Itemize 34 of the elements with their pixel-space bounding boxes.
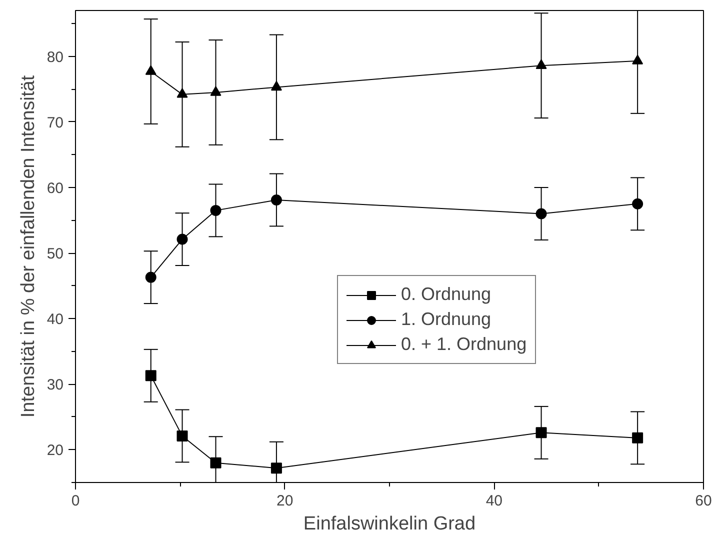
y-tick-label: 30 bbox=[46, 376, 64, 394]
y-tick-label: 40 bbox=[46, 311, 64, 328]
point bbox=[270, 80, 282, 91]
point bbox=[632, 54, 644, 64]
point bbox=[632, 432, 644, 444]
x-tick-label: 60 bbox=[695, 492, 712, 510]
point bbox=[145, 370, 156, 382]
point bbox=[176, 430, 188, 442]
point bbox=[536, 59, 547, 69]
point bbox=[210, 457, 222, 468]
legend-label: 0. + 1. Ordnung bbox=[401, 334, 527, 355]
legend-label: 0. Ordnung bbox=[401, 284, 492, 305]
x-axis-title: Einfalswinkelin Grad bbox=[303, 514, 476, 534]
point bbox=[176, 234, 188, 245]
y-tick-label: 70 bbox=[46, 114, 64, 132]
y-tick-label: 60 bbox=[46, 180, 64, 197]
point bbox=[632, 198, 644, 210]
point bbox=[270, 462, 282, 474]
point bbox=[536, 427, 547, 438]
point bbox=[176, 88, 188, 98]
x-tick-label: 0 bbox=[71, 492, 80, 510]
y-tick-label: 50 bbox=[46, 246, 64, 263]
point bbox=[270, 194, 282, 206]
y-axis-title: Intensität in % der einfallenden Intensität bbox=[18, 74, 39, 418]
y-tick-label: 20 bbox=[46, 442, 64, 460]
point bbox=[145, 65, 156, 75]
point bbox=[210, 86, 222, 96]
y-tick-label: 80 bbox=[46, 48, 64, 66]
x-tick-label: 20 bbox=[276, 492, 294, 510]
point bbox=[145, 272, 156, 283]
point bbox=[536, 208, 547, 220]
point bbox=[210, 204, 222, 216]
x-tick-label: 40 bbox=[486, 492, 503, 510]
legend-label: 1. Ordnung bbox=[401, 309, 492, 330]
